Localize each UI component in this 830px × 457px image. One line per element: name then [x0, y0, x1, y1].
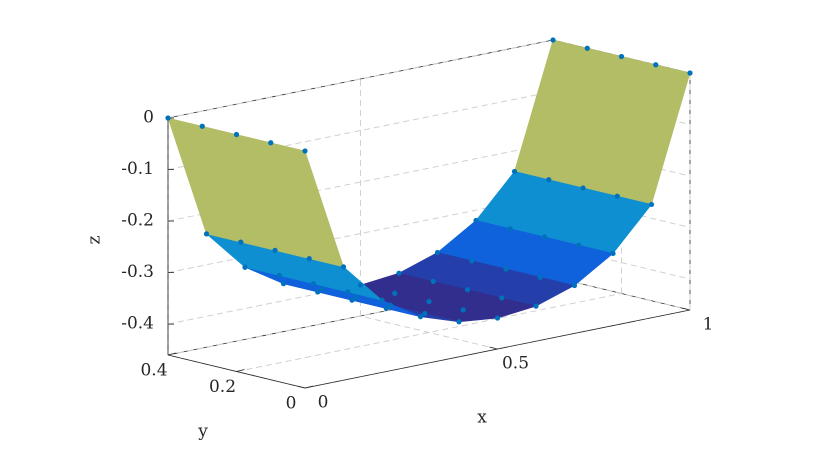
data-point	[306, 256, 312, 262]
data-point	[507, 226, 513, 232]
x-tick-label: 0	[318, 393, 329, 413]
data-point	[340, 264, 347, 270]
data-point	[550, 37, 556, 43]
data-point	[315, 289, 321, 295]
data-point	[614, 193, 620, 199]
data-point	[268, 140, 274, 146]
data-point	[464, 287, 471, 293]
z-tick-label: -0.4	[121, 314, 154, 334]
data-point	[460, 307, 466, 313]
data-point	[576, 242, 582, 248]
data-point	[422, 310, 428, 317]
data-point	[233, 131, 240, 138]
data-point	[302, 148, 308, 154]
data-point	[353, 294, 359, 300]
data-point	[199, 123, 205, 129]
data-point	[580, 185, 586, 191]
data-point	[272, 247, 278, 253]
grid-line	[167, 194, 554, 274]
data-point	[349, 297, 355, 303]
x-tick-label: 0.5	[502, 354, 529, 374]
data-point	[357, 282, 364, 288]
data-point	[610, 250, 616, 257]
x-axis	[304, 309, 691, 389]
data-point	[687, 70, 693, 76]
grid-line	[167, 245, 554, 325]
data-point	[469, 258, 475, 264]
data-point	[310, 281, 317, 287]
grid-line	[167, 39, 554, 119]
data-point	[648, 201, 655, 208]
z-tick-label: 0	[143, 108, 154, 128]
data-point	[653, 62, 659, 68]
z-tick-label: -0.3	[121, 262, 154, 282]
data-point	[280, 281, 287, 287]
data-point	[276, 272, 282, 279]
tick-mark	[236, 369, 245, 372]
data-point	[571, 282, 578, 289]
data-point	[546, 177, 552, 183]
y-tick-label: 0.2	[209, 377, 236, 397]
data-point	[584, 45, 590, 51]
data-point	[434, 249, 441, 256]
data-point	[618, 53, 625, 60]
data-point	[494, 315, 501, 321]
tick-mark	[681, 307, 691, 311]
y-tick-label: 0	[286, 394, 297, 414]
data-point	[379, 297, 385, 303]
data-point	[541, 234, 548, 240]
data-point	[533, 303, 539, 309]
data-point	[165, 115, 171, 121]
data-point	[426, 298, 432, 305]
data-point	[319, 286, 325, 292]
data-point	[242, 264, 248, 270]
data-point	[511, 168, 518, 175]
data-point	[503, 266, 509, 272]
data-point	[383, 305, 389, 312]
data-point	[203, 231, 210, 237]
tick-mark	[167, 352, 177, 356]
y-axis	[167, 354, 306, 389]
y-axis-label: y	[197, 422, 208, 442]
x-tick-label: 1	[703, 315, 714, 335]
grid-line	[360, 315, 498, 350]
data-point	[456, 319, 462, 325]
data-point	[537, 274, 543, 280]
grid-line	[167, 276, 554, 356]
data-point	[392, 290, 398, 296]
y-tick-label: 0.4	[140, 361, 167, 381]
x-axis-label: x	[477, 408, 487, 428]
data-point	[499, 295, 505, 301]
grid-line	[236, 293, 622, 372]
data-point	[473, 217, 479, 224]
data-point	[238, 239, 244, 245]
z-axis-label: z	[85, 235, 105, 244]
data-point	[396, 270, 402, 276]
data-point	[430, 278, 436, 285]
tick-mark	[489, 346, 498, 350]
data-point	[345, 289, 351, 295]
data-point	[417, 314, 424, 320]
z-tick-label: -0.1	[121, 159, 154, 179]
z-tick-label: -0.2	[121, 211, 154, 231]
data-point	[387, 302, 394, 308]
